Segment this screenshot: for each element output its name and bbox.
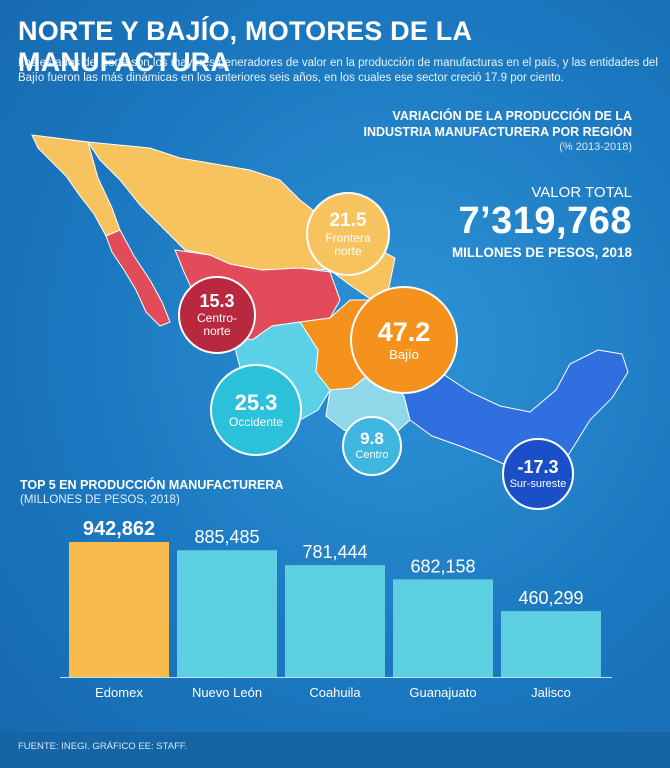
bubble-frontera-norte-label2: norte: [334, 243, 362, 258]
map-baja-sur: [105, 229, 171, 327]
bar-category-label-1: Nuevo León: [192, 685, 262, 700]
bar-4: [501, 611, 601, 677]
bar-chart-subtitle: (MILLONES DE PESOS, 2018): [20, 494, 180, 506]
map-section-note: (% 2013-2018): [559, 141, 632, 153]
map-title-line2: INDUSTRIA MANUFACTURERA POR REGIÓN: [363, 125, 632, 139]
map-sur-sureste: [387, 329, 629, 470]
bar-value-label-4: 460,299: [518, 588, 583, 608]
page-title: NORTE Y BAJÍO, MOTORES DE LA MANUFACTURA: [18, 16, 472, 77]
bubble-bajio: 47.2 Bajío: [350, 286, 458, 394]
footer-source: FUENTE: INEGI. GRÁFICO EE: STAFF.: [18, 741, 188, 752]
bubble-sur-sureste-value: -17.3: [517, 456, 559, 477]
bubble-centro-norte-label1: Centro-: [196, 311, 237, 325]
bubble-sur-sureste-label1: Sur-sureste: [509, 477, 567, 490]
bubble-bajio-value: 47.2: [377, 317, 431, 347]
bar-category-label-2: Coahuila: [309, 685, 361, 700]
map-baja-norte: [31, 134, 121, 237]
bar-2: [285, 565, 385, 677]
bubble-occidente-label1: Occidente: [228, 414, 284, 429]
bubble-centro-value: 9.8: [360, 429, 384, 448]
bubble-centro-label1: Centro: [355, 449, 389, 461]
bar-value-label-0: 942,862: [83, 518, 155, 540]
bubble-centro-norte-label2: norte: [203, 324, 231, 338]
bar-category-label-4: Jalisco: [531, 685, 571, 700]
bubble-frontera-norte-label1: Frontera: [325, 230, 371, 245]
bar-chart-title: TOP 5 EN PRODUCCIÓN MANUFACTURERA: [20, 478, 284, 492]
bubble-frontera-norte: 21.5 Frontera norte: [306, 192, 390, 276]
bubble-bajio-label1: Bajío: [389, 347, 419, 362]
total-value: 7’319,768: [458, 200, 632, 242]
bubble-occidente: 25.3 Occidente: [210, 364, 302, 456]
bubble-occidente-value: 25.3: [234, 389, 278, 415]
total-label: VALOR TOTAL: [531, 184, 632, 201]
bar-value-label-1: 885,485: [194, 527, 259, 547]
bar-value-label-2: 781,444: [302, 542, 367, 562]
bar-1: [177, 550, 277, 677]
bar-chart: 942,862 Edomex 885,485 Nuevo León 781,444 Coa…: [60, 518, 612, 700]
bar-0: [69, 542, 169, 677]
map-section-title: VARIACIÓN DE LA PRODUCCIÓN DE LA INDUSTR…: [312, 108, 632, 140]
bubble-frontera-norte-value: 21.5: [329, 209, 367, 231]
map-title-line1: VARIACIÓN DE LA PRODUCCIÓN DE LA: [392, 109, 632, 123]
footer: FUENTE: INEGI. GRÁFICO EE: STAFF.: [0, 732, 670, 768]
bar-category-label-0: Edomex: [95, 685, 143, 700]
total-units: MILLONES DE PESOS, 2018: [451, 245, 632, 260]
bubble-sur-sureste: -17.3 Sur-sureste: [502, 438, 574, 510]
bubble-centro: 9.8 Centro: [342, 416, 402, 476]
bubble-centro-norte: 15.3 Centro- norte: [178, 276, 256, 354]
bar-category-label-3: Guanajuato: [409, 685, 476, 700]
bar-3: [393, 579, 493, 677]
bubble-centro-norte-value: 15.3: [199, 291, 235, 311]
bar-value-label-3: 682,158: [410, 556, 475, 576]
intro-text: Los estados del norte son los mayores ge…: [18, 57, 658, 84]
